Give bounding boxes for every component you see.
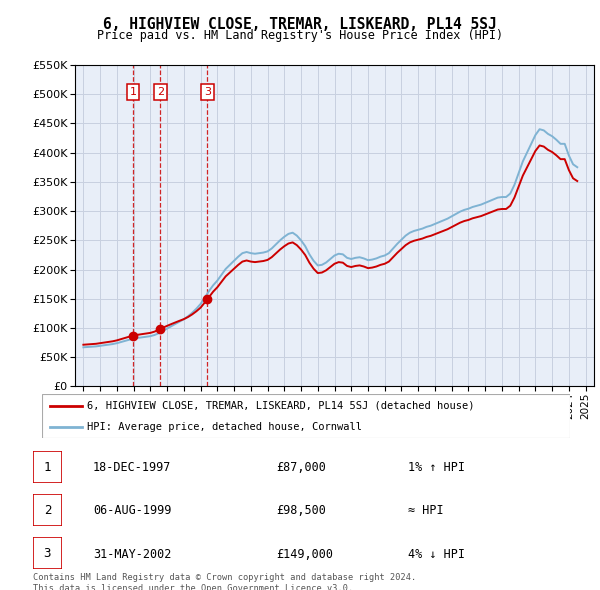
Text: 3: 3: [204, 87, 211, 97]
Text: 1: 1: [130, 87, 136, 97]
Text: 2: 2: [157, 87, 164, 97]
Text: 2: 2: [44, 504, 51, 517]
Text: 4% ↓ HPI: 4% ↓ HPI: [408, 548, 465, 560]
Text: 6, HIGHVIEW CLOSE, TREMAR, LISKEARD, PL14 5SJ (detached house): 6, HIGHVIEW CLOSE, TREMAR, LISKEARD, PL1…: [87, 401, 475, 411]
Text: 1: 1: [44, 461, 51, 474]
Text: 1% ↑ HPI: 1% ↑ HPI: [408, 461, 465, 474]
Text: £87,000: £87,000: [276, 461, 326, 474]
Text: ≈ HPI: ≈ HPI: [408, 504, 443, 517]
Text: 6, HIGHVIEW CLOSE, TREMAR, LISKEARD, PL14 5SJ: 6, HIGHVIEW CLOSE, TREMAR, LISKEARD, PL1…: [103, 17, 497, 31]
Text: 31-MAY-2002: 31-MAY-2002: [93, 548, 172, 560]
Text: 06-AUG-1999: 06-AUG-1999: [93, 504, 172, 517]
Text: £98,500: £98,500: [276, 504, 326, 517]
Text: Price paid vs. HM Land Registry's House Price Index (HPI): Price paid vs. HM Land Registry's House …: [97, 30, 503, 42]
Text: 18-DEC-1997: 18-DEC-1997: [93, 461, 172, 474]
Text: 3: 3: [44, 547, 51, 560]
Text: £149,000: £149,000: [276, 548, 333, 560]
Text: HPI: Average price, detached house, Cornwall: HPI: Average price, detached house, Corn…: [87, 422, 362, 432]
Text: Contains HM Land Registry data © Crown copyright and database right 2024.
This d: Contains HM Land Registry data © Crown c…: [33, 573, 416, 590]
